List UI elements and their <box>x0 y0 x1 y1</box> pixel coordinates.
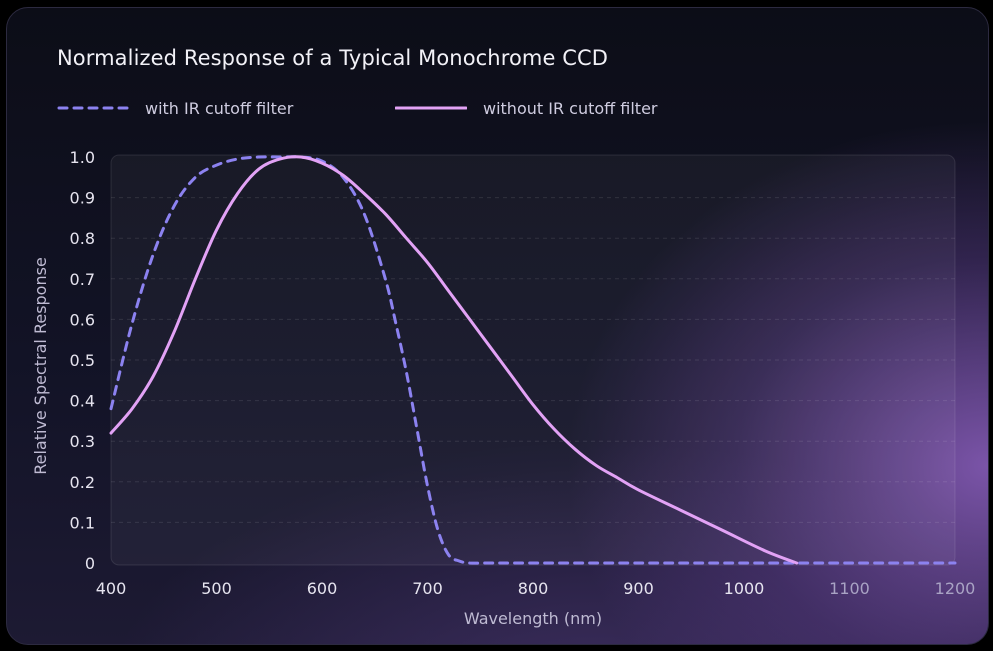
series-lines <box>109 155 957 565</box>
plot-area <box>110 154 956 566</box>
legend-label: without IR cutoff filter <box>483 98 658 118</box>
legend-swatch-dashed <box>57 106 129 110</box>
legend-label: with IR cutoff filter <box>145 98 294 118</box>
y-tick-label: 0.1 <box>70 513 95 532</box>
series-line-without-ir-filter <box>109 155 799 565</box>
y-tick-label: 0.2 <box>70 473 95 492</box>
line-chart: 0 0.1 0.2 0.3 0.4 0.5 0.6 0.7 0.8 0.9 1.0 400 500 60… <box>31 148 976 628</box>
x-axis-label: Wavelength (nm) <box>464 609 602 628</box>
x-tick-label: 1200 <box>935 579 976 598</box>
legend-item-without-ir-filter: without IR cutoff filter <box>395 96 657 120</box>
x-tick-label: 700 <box>412 579 443 598</box>
y-tick-label: 0.3 <box>70 432 95 451</box>
y-tick-label: 0.7 <box>70 270 95 289</box>
x-axis-ticks: 400 500 600 700 800 900 1000 1100 1200 <box>96 579 976 598</box>
x-tick-label: 500 <box>201 579 232 598</box>
series-line-with-ir-filter <box>109 155 957 565</box>
legend-swatch-solid <box>395 106 467 110</box>
y-axis-ticks: 0 0.1 0.2 0.3 0.4 0.5 0.6 0.7 0.8 0.9 1.0 <box>70 148 95 573</box>
y-tick-label: 0.9 <box>70 189 95 208</box>
chart-card: Normalized Response of a Typical Monochr… <box>6 7 989 645</box>
chart-title: Normalized Response of a Typical Monochr… <box>57 46 609 70</box>
plot-background <box>110 154 956 566</box>
y-tick-label: 0.6 <box>70 310 95 329</box>
x-tick-label: 600 <box>307 579 338 598</box>
x-tick-label: 1000 <box>724 579 765 598</box>
y-tick-label: 0.5 <box>70 351 95 370</box>
y-tick-label: 1.0 <box>70 148 95 167</box>
x-tick-label: 1100 <box>829 579 870 598</box>
y-tick-label: 0.4 <box>70 392 95 411</box>
y-axis-label: Relative Spectral Response <box>31 257 50 475</box>
x-tick-label: 800 <box>518 579 549 598</box>
y-tick-label: 0 <box>85 554 95 573</box>
x-tick-label: 400 <box>96 579 127 598</box>
legend-item-with-ir-filter: with IR cutoff filter <box>57 96 293 120</box>
x-tick-label: 900 <box>623 579 654 598</box>
y-tick-label: 0.8 <box>70 229 95 248</box>
